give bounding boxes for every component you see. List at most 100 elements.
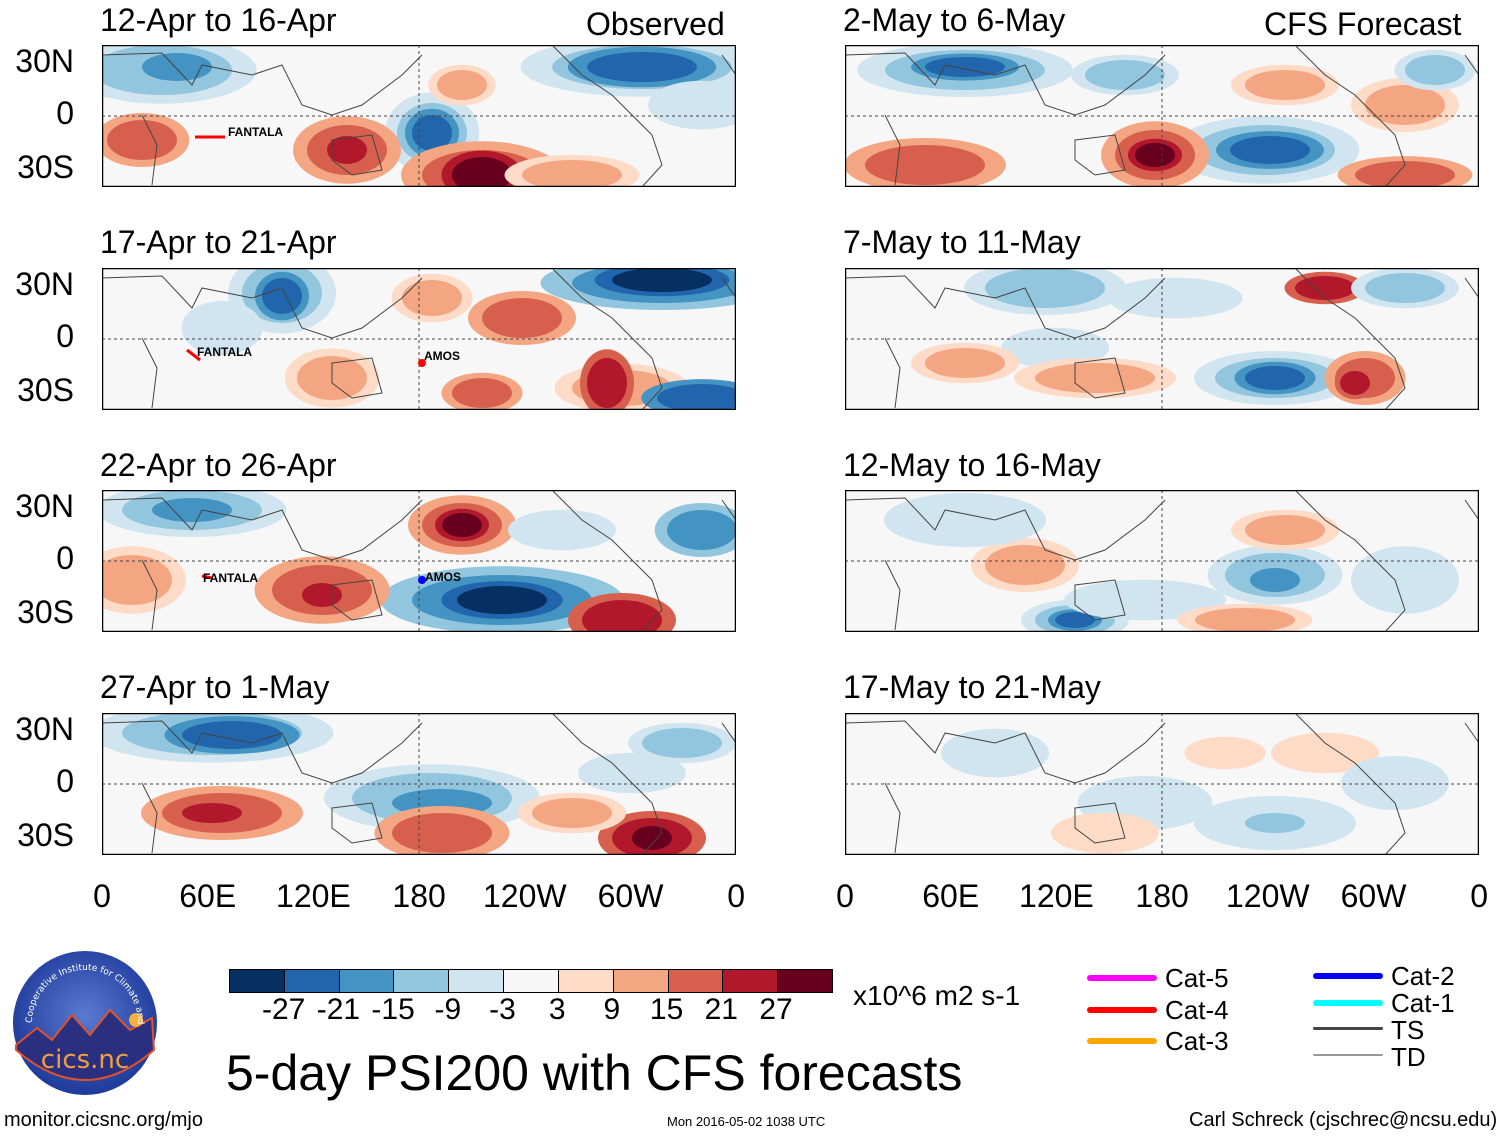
coastline [102, 713, 736, 855]
lat-label: 30S [17, 149, 74, 185]
coastline [102, 45, 736, 187]
anomaly-contour [522, 160, 622, 187]
coastline [102, 268, 736, 410]
lon-label: 120E [276, 878, 351, 914]
storm-track [186, 348, 201, 362]
anomaly-contour [592, 758, 672, 788]
colorbar-swatch [230, 970, 284, 992]
footer-timestamp: Mon 2016-05-02 1038 UTC [667, 1114, 826, 1129]
anomaly-contour [107, 120, 177, 160]
panel-title: 2-May to 6-May [843, 2, 1066, 38]
lon-label: 120W [483, 878, 567, 914]
anomaly-contour [1195, 608, 1295, 632]
legend-label: Cat-5 [1165, 963, 1229, 993]
footer-author: Carl Schreck (cjschrec@ncsu.edu) [1189, 1109, 1498, 1131]
colorbar-swatch [338, 970, 394, 992]
anomaly-contour [522, 515, 602, 545]
legend-line-ts [1313, 1027, 1383, 1030]
observed-label: Observed [586, 6, 725, 42]
legend-label: TS [1391, 1015, 1425, 1045]
anomaly-contour [612, 268, 712, 292]
panel-title: 12-May to 16-May [843, 447, 1101, 483]
colorbar-tick: -15 [371, 993, 415, 1026]
colorbar-tick: -9 [434, 993, 462, 1026]
panel-title: 17-Apr to 21-Apr [100, 224, 337, 260]
anomaly-contour [262, 278, 302, 314]
panel-title: 7-May to 11-May [843, 224, 1081, 260]
panel-title: 27-Apr to 1-May [100, 669, 330, 705]
anomaly-contour [442, 513, 482, 537]
anomaly-contour [1365, 555, 1445, 605]
colorbar-tick: 3 [548, 993, 566, 1026]
colorbar-tick: -3 [489, 993, 516, 1026]
storm-label-fantala: FANTALA [197, 345, 253, 359]
legend-line-cat-3 [1087, 1038, 1157, 1044]
anomaly-contour [1065, 818, 1145, 848]
map-panel-forecast-4 [845, 713, 1479, 855]
legend-line-cat-1 [1313, 1000, 1383, 1006]
colorbar-swatch [283, 970, 339, 992]
colorbar-tick: 9 [603, 993, 621, 1026]
anomaly-contour [1035, 363, 1155, 393]
anomaly-contour [457, 586, 547, 614]
coastline [845, 713, 1479, 855]
anomaly-contour [532, 798, 612, 828]
cics-logo: cics.nc Cooperative Institute for Climat… [12, 950, 157, 1095]
lon-label: 180 [1135, 878, 1189, 914]
lon-label: 60E [922, 878, 980, 914]
legend-line-cat-2 [1313, 973, 1383, 979]
map-panel-forecast-1 [845, 45, 1479, 187]
anomaly-contour [392, 813, 492, 853]
colorbar-tick: 15 [649, 993, 684, 1026]
anomaly-contour [905, 500, 1025, 540]
colorbar-swatch [503, 970, 558, 992]
anomaly-contour [1055, 612, 1095, 628]
colorbar-swatch [448, 970, 504, 992]
legend-label: Cat-3 [1165, 1026, 1229, 1056]
footer-url[interactable]: monitor.cicsnc.org/mjo [4, 1109, 203, 1131]
lon-label: 0 [1470, 878, 1489, 914]
storm-label-fantala: FANTALA [203, 571, 259, 585]
storm-track [418, 359, 426, 367]
anomaly-contour [1135, 143, 1175, 167]
anomaly-contour [1245, 813, 1305, 833]
anomaly-contour [182, 721, 282, 749]
lat-label: 0 [56, 95, 74, 131]
anomaly-contour [102, 555, 172, 605]
legend-label: Cat-4 [1165, 995, 1229, 1025]
colorbar-swatch [667, 970, 723, 992]
panel-title: 12-Apr to 16-Apr [100, 2, 337, 38]
anomaly-contour [985, 545, 1065, 585]
lon-label: 0 [93, 878, 111, 914]
anomaly-contour [1365, 273, 1445, 303]
colorbar-swatch [393, 970, 449, 992]
anomaly-contour [1230, 136, 1310, 164]
lat-label: 30N [15, 488, 74, 524]
anomaly-contour [1245, 70, 1325, 100]
legend-line-cat-4 [1087, 1007, 1157, 1013]
anomaly-contour [1095, 783, 1195, 823]
anomaly-contour [1355, 161, 1455, 187]
map-panel-observed-3 [102, 490, 736, 632]
anomaly-contour [142, 53, 212, 81]
storm-track [418, 576, 426, 584]
anomaly-contour [152, 498, 232, 522]
forecast-label: CFS Forecast [1264, 6, 1462, 42]
anomaly-contour [192, 308, 252, 348]
legend-line-td [1313, 1054, 1383, 1056]
anomaly-contour [1285, 738, 1365, 768]
lat-label: 30S [17, 594, 74, 630]
legend-label: Cat-1 [1391, 988, 1455, 1018]
anomaly-contour [642, 728, 722, 758]
lat-label: 0 [56, 318, 74, 354]
anomaly-contour [482, 298, 562, 338]
anomaly-contour [657, 384, 736, 410]
lat-label: 30S [17, 372, 74, 408]
map-panel-observed-4 [102, 713, 736, 855]
lat-label: 0 [56, 763, 74, 799]
colorbar-swatch [722, 970, 778, 992]
lon-label: 0 [836, 878, 854, 914]
anomaly-contour [865, 145, 985, 185]
panel-title: 22-Apr to 26-Apr [100, 447, 337, 483]
